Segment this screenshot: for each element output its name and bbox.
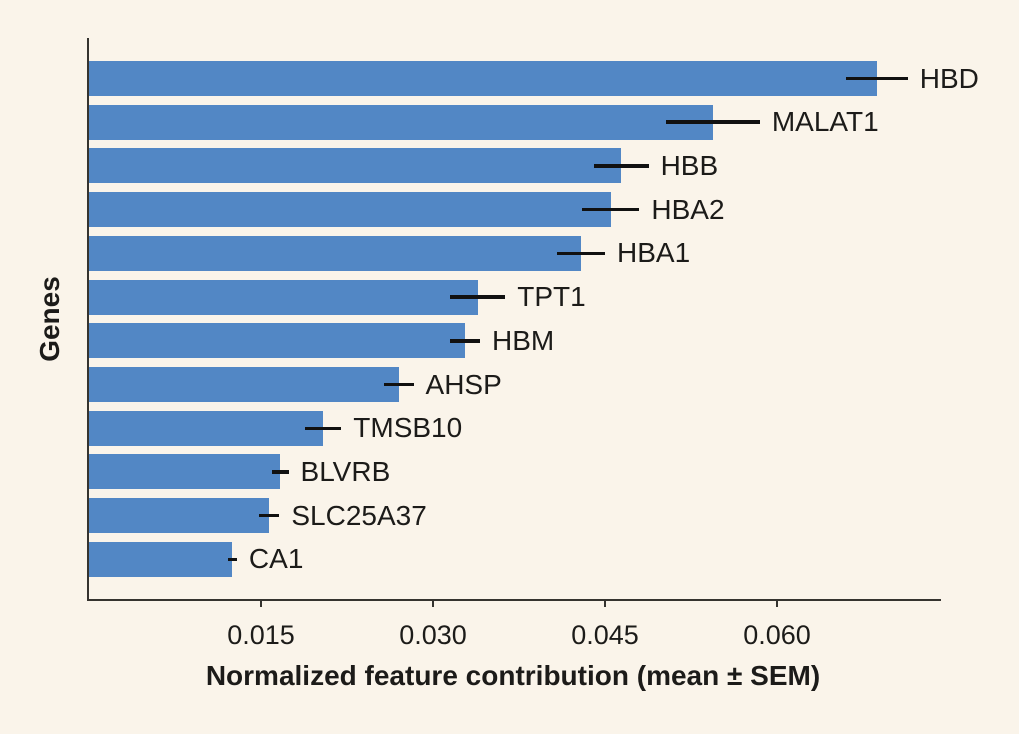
bar-tmsb10	[89, 410, 323, 446]
error-bar-hbb	[593, 164, 649, 168]
bar-label-slc25a37: SLC25A37	[291, 499, 427, 531]
y-axis-title: Genes	[34, 275, 65, 362]
bar-hba1	[89, 235, 581, 271]
x-tick-mark	[259, 599, 263, 607]
x-tick-label: 0.030	[399, 620, 467, 650]
bar-hbm	[89, 323, 466, 359]
bar-slc25a37	[89, 498, 270, 534]
bar-label-hbb: HBB	[660, 149, 719, 181]
bar-label-hba1: HBA1	[617, 237, 691, 269]
x-tick-mark	[603, 599, 607, 607]
bar-label-malat1: MALAT1	[771, 106, 879, 138]
bar-malat1	[89, 104, 713, 140]
error-bar-tmsb10	[304, 426, 342, 430]
bar-label-tpt1: TPT1	[517, 281, 586, 313]
plot-area: HBD MALAT1 HBB HBA2 HBA1 TPT1 HBM AHSP TMSB10 BLV…	[87, 38, 979, 650]
bar-blvrb	[89, 454, 281, 490]
bar-label-hba2: HBA2	[651, 193, 725, 225]
bar-label-ahsp: AHSP	[425, 368, 502, 400]
error-bar-slc25a37	[258, 513, 280, 518]
bar-label-tmsb10: TMSB10	[353, 412, 463, 444]
bar-label-hbd: HBD	[919, 62, 979, 94]
bar-ca1	[89, 541, 233, 577]
error-bar-malat1	[665, 120, 760, 124]
error-bar-hba2	[582, 207, 640, 212]
bar-label-ca1: CA1	[248, 543, 304, 575]
error-bar-hba1	[556, 251, 605, 256]
bar-label-blvrb: BLVRB	[300, 455, 391, 487]
error-bar-ahsp	[383, 382, 414, 387]
x-axis-title: Normalized feature contribution (mean ± …	[205, 660, 821, 691]
error-bar-hbm	[450, 339, 481, 343]
bar-hbd	[89, 61, 877, 96]
x-tick-label: 0.060	[743, 620, 811, 650]
x-tick-mark	[775, 599, 779, 607]
x-tick-mark	[431, 599, 435, 607]
error-bar-blvrb	[272, 470, 289, 474]
bar-hbb	[89, 148, 622, 184]
bar-hba2	[89, 192, 611, 228]
bar-label-hbm: HBM	[492, 324, 555, 356]
x-tick-label: 0.045	[571, 620, 639, 650]
error-bar-hbd	[845, 76, 908, 81]
error-bar-tpt1	[450, 295, 506, 299]
bar-ahsp	[89, 367, 399, 403]
error-bar-ca1	[227, 557, 237, 562]
bar-tpt1	[89, 279, 478, 315]
x-tick-label: 0.015	[227, 620, 295, 650]
